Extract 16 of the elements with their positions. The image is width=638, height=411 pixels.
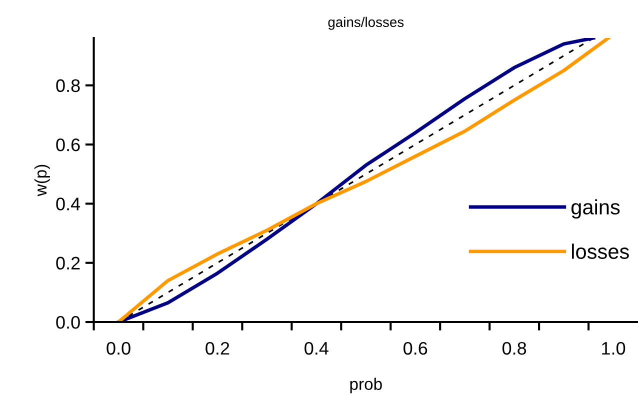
x-tick-label: 0.6: [404, 342, 428, 355]
y-axis-title: w(p): [34, 164, 50, 196]
legend-label: losses: [572, 244, 629, 259]
x-tick-label: 0.4: [304, 342, 328, 355]
x-tick-label: 1.0: [602, 342, 626, 355]
y-tick-label: 0.8: [56, 79, 80, 92]
x-tick-label: 0.8: [502, 342, 526, 355]
y-tick-label: 0.0: [56, 316, 80, 329]
y-tick-label: 0.6: [56, 138, 80, 152]
chart-title: gains/losses: [328, 16, 404, 30]
y-tick-label: 0.4: [56, 198, 80, 210]
y-tick-label: 0.2: [56, 256, 80, 270]
legend-label: gains: [571, 199, 620, 219]
x-tick-label: 0.0: [106, 342, 130, 355]
x-tick-label: 0.2: [206, 342, 230, 355]
x-axis-title: prob: [350, 378, 382, 394]
